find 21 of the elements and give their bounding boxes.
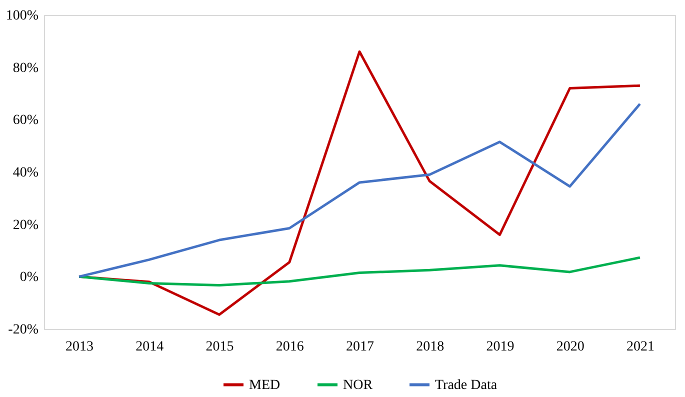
x-tick-label: 2016 <box>276 340 304 354</box>
x-tick-label: 2019 <box>486 340 514 354</box>
legend-label: MED <box>249 378 280 393</box>
legend-label: NOR <box>343 378 374 393</box>
x-tick-label: 2013 <box>66 340 94 354</box>
line-series <box>78 102 642 278</box>
y-tick-label: -20% <box>8 322 39 338</box>
x-tick-label: 2015 <box>206 340 234 354</box>
y-tick-label: 100% <box>6 8 39 24</box>
y-tick-label: 20% <box>12 218 39 233</box>
x-tick-label: 2021 <box>626 340 654 354</box>
y-tick-label: 80% <box>12 60 39 76</box>
line-series <box>78 256 642 287</box>
y-tick-label: 40% <box>12 166 39 180</box>
x-tick-label: 2018 <box>416 340 444 354</box>
x-tick-label: 2020 <box>556 340 584 354</box>
legend-label: Trade Data <box>435 378 498 393</box>
x-tick-label: 2017 <box>346 340 374 354</box>
y-tick-label: 60% <box>12 113 39 128</box>
x-tick-label: 2014 <box>136 340 164 354</box>
y-tick-label: 0% <box>20 270 39 286</box>
